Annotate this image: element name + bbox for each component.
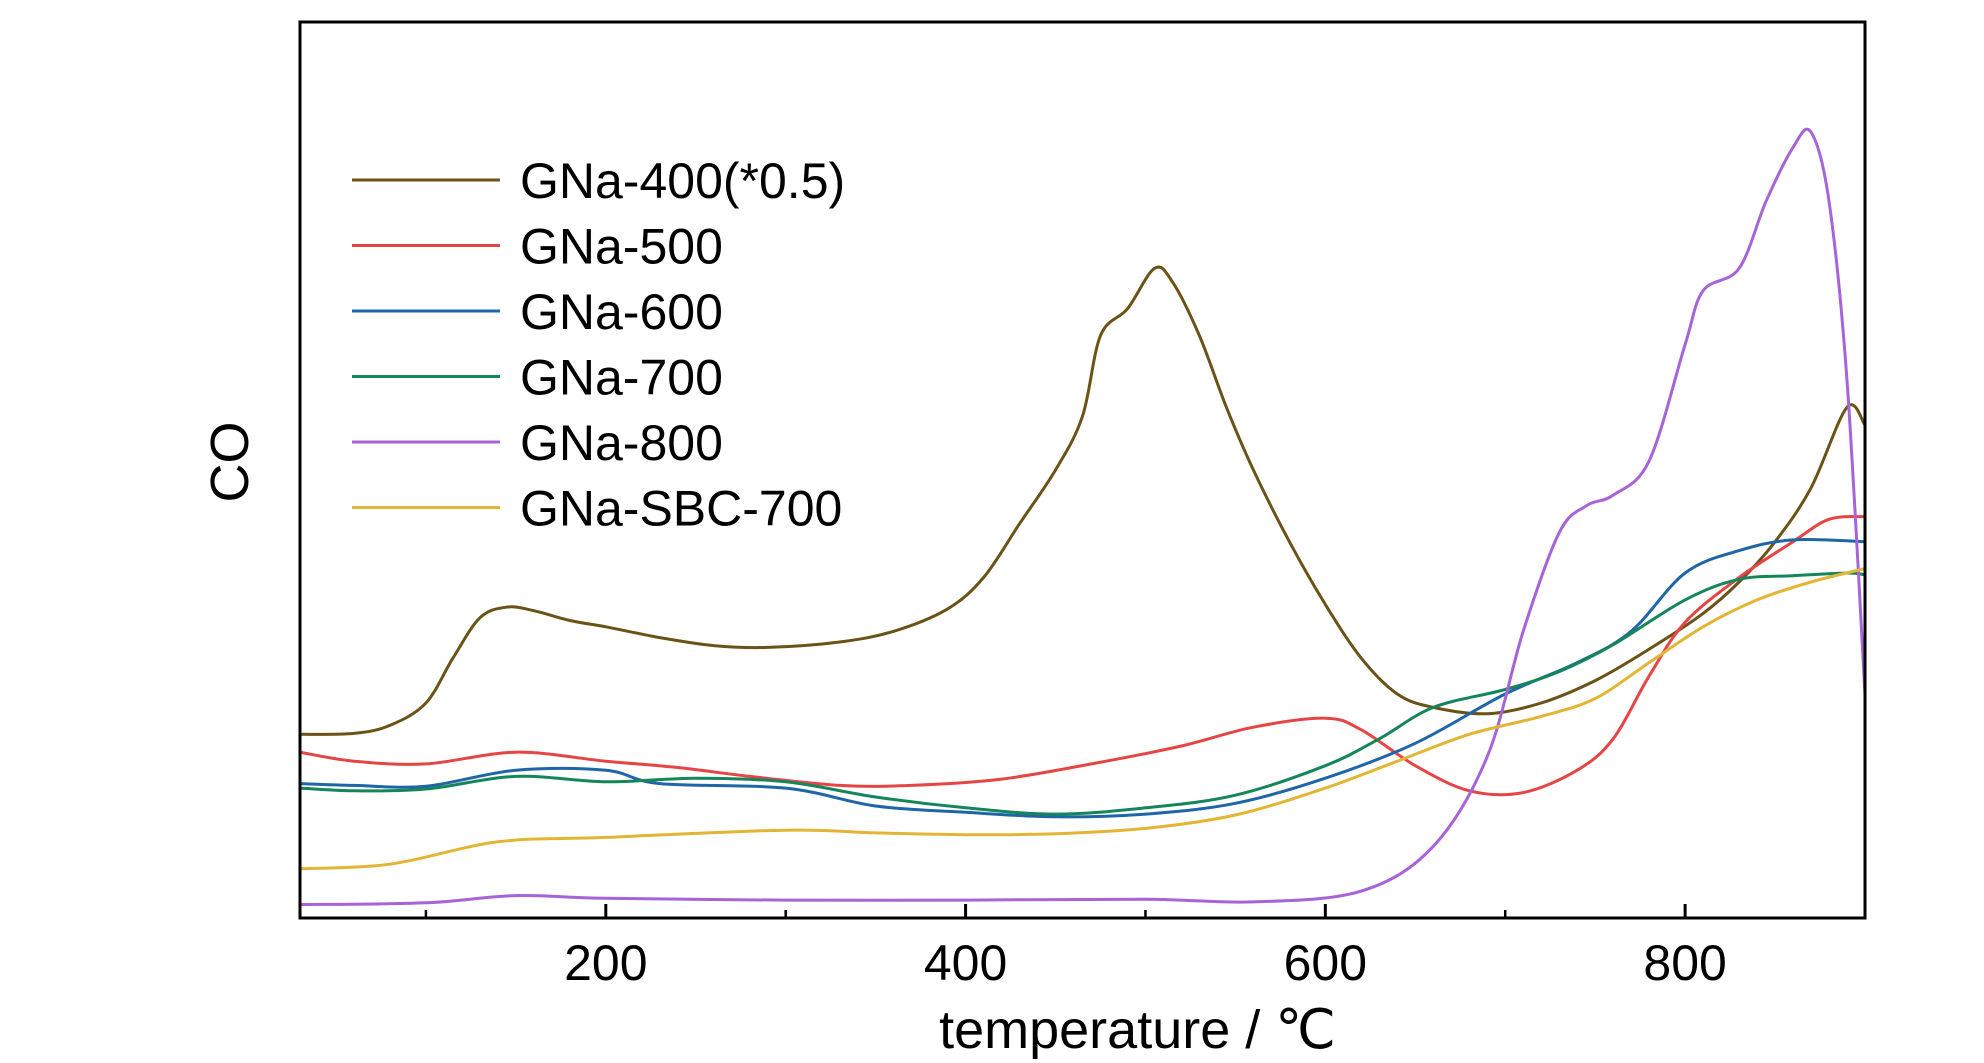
legend-label-2: GNa-600 (520, 284, 723, 340)
series-line-3 (299, 571, 1866, 816)
series-line-1 (299, 515, 1866, 797)
x-axis-ticks: 200 400 600 800 (424, 904, 1727, 991)
series-layer (299, 127, 1867, 907)
x-tick-label: 800 (1643, 935, 1726, 991)
legend-label-0: GNa-400(*0.5) (520, 153, 845, 209)
legend-label-1: GNa-500 (520, 219, 723, 275)
legend-label-5: GNa-SBC-700 (520, 481, 842, 537)
x-tick-label: 200 (564, 935, 647, 991)
legend-label-4: GNa-800 (520, 415, 723, 471)
legend: GNa-400(*0.5) GNa-500 GNa-600 GNa-700 GNa-80… (352, 153, 845, 537)
series-line-4 (299, 127, 1867, 907)
plot-frame (298, 20, 1867, 920)
y-axis-title: CO (200, 422, 260, 503)
series-line-5 (299, 567, 1866, 871)
x-tick-label: 600 (1284, 935, 1367, 991)
x-axis-title: temperature / ℃ (939, 1000, 1336, 1060)
x-tick-label: 400 (924, 935, 1007, 991)
series-line-0 (299, 265, 1867, 736)
legend-label-3: GNa-700 (520, 350, 723, 406)
series-line-2 (299, 537, 1866, 819)
